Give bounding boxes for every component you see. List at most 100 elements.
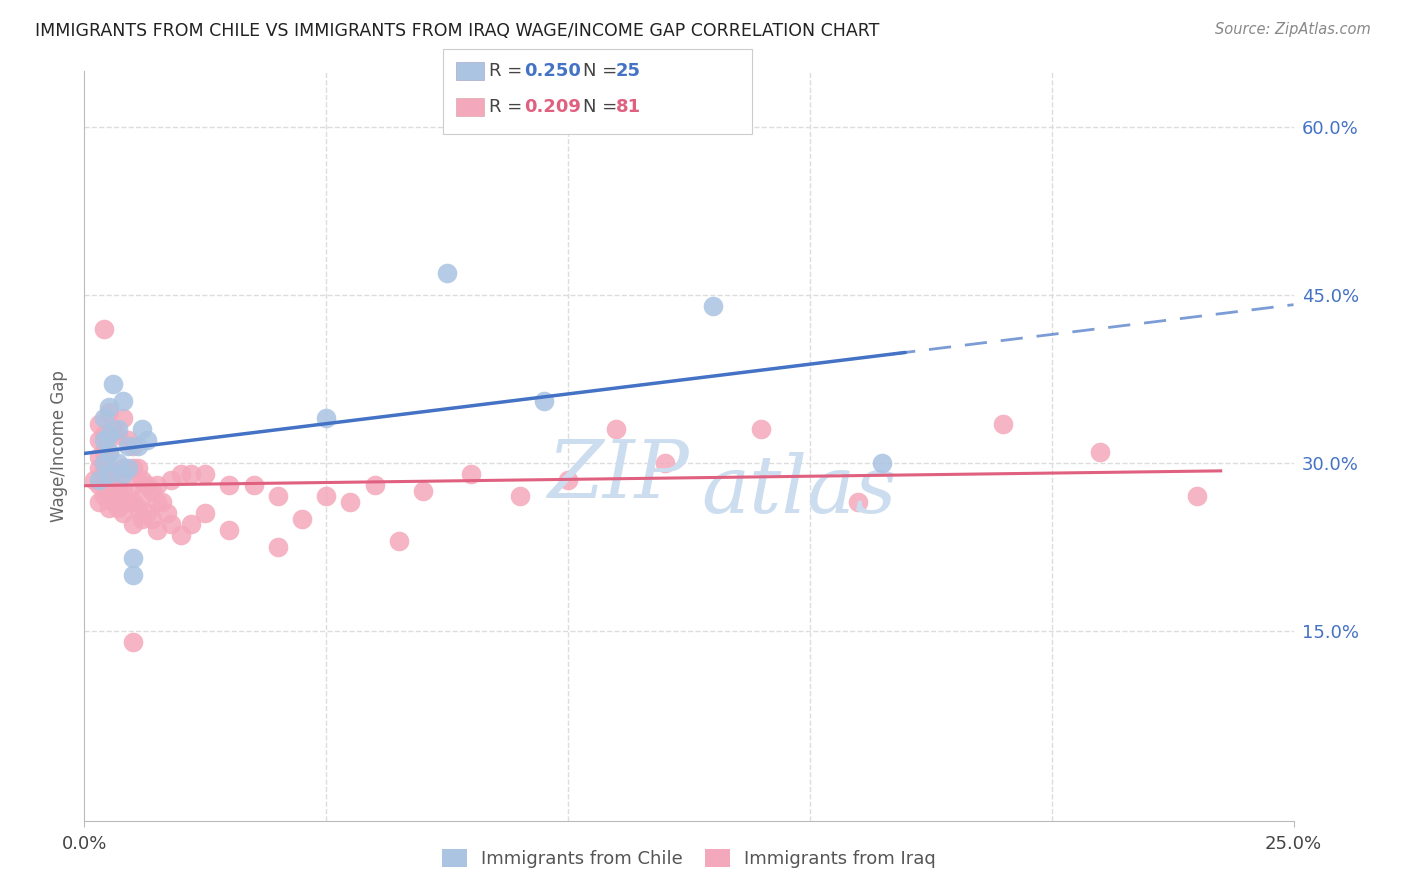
Point: [127, 461, 149, 475]
Point: [146, 523, 169, 537]
Point: [107, 483, 129, 498]
Text: R =: R =: [489, 98, 529, 116]
Point: [97, 473, 120, 487]
Point: [160, 517, 183, 532]
Text: atlas: atlas: [702, 452, 897, 530]
Point: [436, 266, 458, 280]
Point: [605, 422, 627, 436]
Text: IMMIGRANTS FROM CHILE VS IMMIGRANTS FROM IRAQ WAGE/INCOME GAP CORRELATION CHART: IMMIGRANTS FROM CHILE VS IMMIGRANTS FROM…: [35, 22, 880, 40]
Point: [131, 511, 153, 525]
Point: [93, 321, 115, 335]
Point: [993, 417, 1015, 431]
Point: [93, 456, 115, 470]
Point: [170, 467, 193, 481]
Point: [146, 478, 169, 492]
Text: 0.250: 0.250: [524, 62, 581, 80]
Point: [97, 483, 120, 498]
Point: [127, 439, 149, 453]
Point: [267, 540, 290, 554]
Point: [117, 461, 139, 475]
Point: [93, 461, 115, 475]
Point: [412, 483, 434, 498]
Point: [557, 473, 579, 487]
Text: 81: 81: [616, 98, 641, 116]
Point: [112, 483, 135, 498]
Point: [97, 467, 120, 481]
Point: [107, 456, 129, 470]
Point: [533, 394, 555, 409]
Point: [107, 500, 129, 515]
Point: [1185, 489, 1208, 503]
Point: [872, 456, 894, 470]
Point: [117, 495, 139, 509]
Point: [160, 473, 183, 487]
Point: [97, 461, 120, 475]
Point: [136, 434, 159, 448]
Point: [121, 567, 143, 582]
Point: [112, 461, 135, 475]
Point: [170, 528, 193, 542]
Point: [97, 405, 120, 419]
Point: [117, 434, 139, 448]
Point: [107, 422, 129, 436]
Point: [1088, 444, 1111, 458]
Text: 0.209: 0.209: [524, 98, 581, 116]
Point: [107, 427, 129, 442]
Point: [97, 444, 120, 458]
Point: [103, 377, 125, 392]
Text: N =: N =: [583, 98, 623, 116]
Point: [267, 489, 290, 503]
Point: [112, 506, 135, 520]
Point: [117, 439, 139, 453]
Point: [121, 550, 143, 565]
Point: [180, 517, 202, 532]
Point: [87, 417, 110, 431]
Point: [93, 444, 115, 458]
Point: [112, 394, 135, 409]
Point: [150, 495, 173, 509]
Point: [136, 506, 159, 520]
Point: [103, 495, 125, 509]
Point: [87, 461, 110, 475]
Point: [121, 634, 143, 648]
Point: [155, 506, 177, 520]
Point: [315, 489, 337, 503]
Point: [218, 478, 240, 492]
Point: [97, 427, 120, 442]
Point: [93, 427, 115, 442]
Point: [121, 478, 143, 492]
Point: [87, 478, 110, 492]
Point: [242, 478, 264, 492]
Point: [97, 500, 120, 515]
Legend: Immigrants from Chile, Immigrants from Iraq: Immigrants from Chile, Immigrants from I…: [434, 842, 943, 875]
Point: [93, 473, 115, 487]
Point: [121, 517, 143, 532]
Point: [180, 467, 202, 481]
Point: [103, 422, 125, 436]
Point: [141, 511, 163, 525]
Y-axis label: Wage/Income Gap: Wage/Income Gap: [49, 370, 67, 522]
Point: [131, 422, 153, 436]
Point: [654, 456, 676, 470]
Point: [136, 478, 159, 492]
Point: [460, 467, 482, 481]
Text: 25: 25: [616, 62, 641, 80]
Point: [93, 411, 115, 425]
Point: [315, 411, 337, 425]
Point: [93, 489, 115, 503]
Point: [107, 467, 129, 481]
Point: [127, 500, 149, 515]
Point: [751, 422, 773, 436]
Point: [194, 506, 217, 520]
Text: Source: ZipAtlas.com: Source: ZipAtlas.com: [1215, 22, 1371, 37]
Point: [702, 299, 724, 313]
Point: [131, 473, 153, 487]
Point: [291, 511, 314, 525]
Point: [97, 400, 120, 414]
Point: [194, 467, 217, 481]
Point: [103, 478, 125, 492]
Point: [87, 450, 110, 465]
Point: [363, 478, 385, 492]
Point: [121, 461, 143, 475]
Text: R =: R =: [489, 62, 529, 80]
